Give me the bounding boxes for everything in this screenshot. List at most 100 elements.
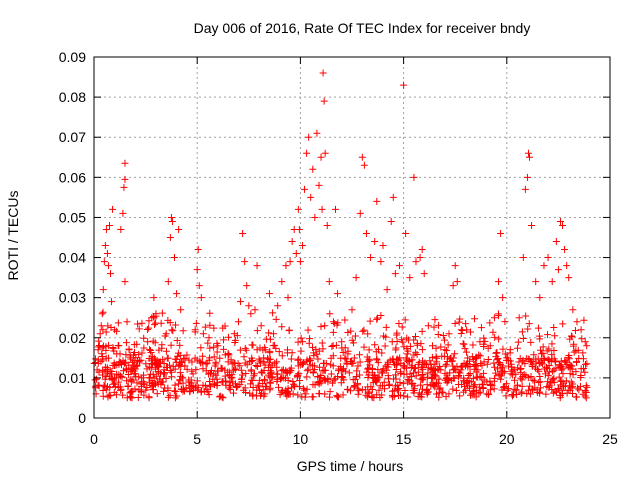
data-point (565, 382, 573, 390)
data-point (519, 254, 527, 262)
data-point (341, 316, 349, 324)
data-point (518, 376, 526, 384)
data-point (123, 377, 131, 385)
data-point (360, 326, 368, 334)
data-point (483, 378, 491, 386)
data-point (157, 319, 165, 327)
data-point (379, 242, 387, 250)
data-point (133, 362, 141, 370)
data-point (401, 316, 409, 324)
data-point (543, 383, 551, 391)
data-point (460, 388, 468, 396)
data-point (353, 381, 361, 389)
data-point (109, 345, 117, 353)
data-point (510, 385, 518, 393)
data-point (385, 382, 393, 390)
data-point (147, 364, 155, 372)
data-point (248, 341, 256, 349)
data-point (534, 365, 542, 373)
data-point (572, 347, 580, 355)
data-point (355, 387, 363, 395)
data-point (105, 391, 113, 399)
data-point (206, 321, 214, 329)
data-point (236, 362, 244, 370)
data-point (325, 278, 333, 286)
data-point (499, 383, 507, 391)
data-point (168, 326, 176, 334)
data-point (404, 393, 412, 401)
data-point (127, 355, 135, 363)
data-point (273, 375, 281, 383)
data-point (253, 362, 261, 370)
data-point (328, 343, 336, 351)
data-point (106, 384, 114, 392)
data-point (238, 371, 246, 379)
data-point (570, 348, 578, 356)
data-point (296, 258, 304, 266)
data-point (418, 327, 426, 335)
data-point (520, 371, 528, 379)
data-point (402, 229, 410, 237)
data-point (206, 354, 214, 362)
data-point (372, 378, 380, 386)
data-point (105, 221, 113, 229)
data-point (329, 318, 337, 326)
data-point (410, 173, 418, 181)
data-point (513, 344, 521, 352)
data-point (440, 352, 448, 360)
data-point (456, 392, 464, 400)
data-point (214, 342, 222, 350)
data-point (506, 357, 514, 365)
data-point (466, 369, 474, 377)
data-point (393, 386, 401, 394)
data-point (314, 355, 322, 363)
data-point (191, 326, 199, 334)
data-point (261, 382, 269, 390)
data-point (344, 350, 352, 358)
data-point (369, 379, 377, 387)
data-point (188, 358, 196, 366)
data-point (522, 312, 530, 320)
data-point (523, 173, 531, 181)
data-point (199, 330, 207, 338)
data-point (109, 361, 117, 369)
data-point (174, 380, 182, 388)
data-point (543, 347, 551, 355)
data-point (100, 258, 108, 266)
x-axis-label: GPS time / hours (297, 458, 404, 474)
data-point (228, 360, 236, 368)
data-point (152, 310, 160, 318)
data-point (490, 314, 498, 322)
data-point (486, 342, 494, 350)
data-point (517, 374, 525, 382)
data-point (183, 351, 191, 359)
data-point (239, 229, 247, 237)
data-point (170, 254, 178, 262)
data-point (140, 334, 148, 342)
data-point (153, 390, 161, 398)
data-point (384, 372, 392, 380)
data-point (155, 346, 163, 354)
data-point (556, 217, 564, 225)
data-point (461, 345, 469, 353)
data-point (400, 343, 408, 351)
data-point (282, 262, 290, 270)
data-point (319, 69, 327, 77)
data-point (502, 380, 510, 388)
data-point (573, 318, 581, 326)
data-point (129, 376, 137, 384)
data-point (102, 225, 110, 233)
data-point (101, 382, 109, 390)
data-point (103, 250, 111, 258)
data-point (151, 321, 159, 329)
data-point (104, 322, 112, 330)
data-point (287, 355, 295, 363)
data-point (117, 372, 125, 380)
x-tick-label: 0 (90, 431, 98, 447)
data-point (193, 377, 201, 385)
data-point (467, 328, 475, 336)
data-point (242, 388, 250, 396)
data-point (210, 353, 218, 361)
data-point (405, 376, 413, 384)
data-point (158, 378, 166, 386)
